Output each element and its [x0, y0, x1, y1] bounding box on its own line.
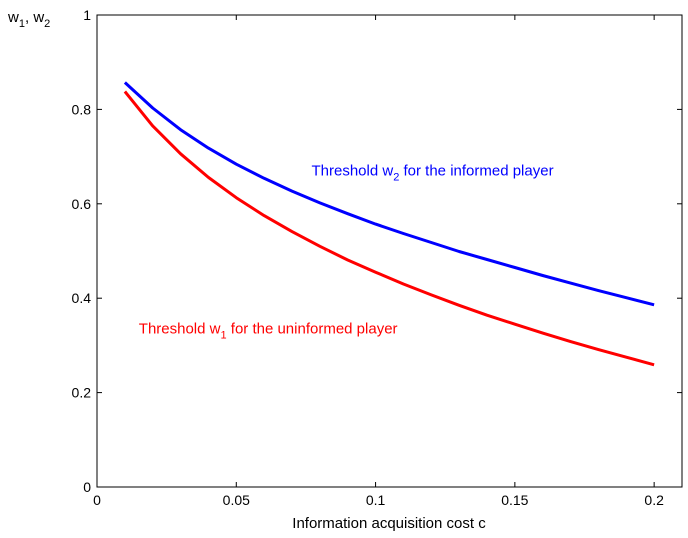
y-axis-label-sep: , [25, 9, 33, 26]
plot-area [96, 14, 683, 488]
y-axis-label-main: w [7, 9, 19, 26]
x-axis-label: Information acquisition cost c [292, 515, 486, 532]
y-axis-label: w1, w2 [7, 9, 50, 30]
annotation-w1: Threshold w1 for the uninformed player [139, 321, 398, 342]
x-tick-label: 0.2 [644, 492, 664, 508]
x-tick-label: 0.05 [223, 492, 250, 508]
x-tick-label: 0.15 [501, 492, 528, 508]
annotation-w2: Threshold w2 for the informed player [312, 162, 554, 183]
series-line-w2 [123, 81, 655, 307]
x-tick-label: 0.1 [366, 492, 386, 508]
y-axis-label-sub2: 2 [44, 18, 50, 30]
y-tick-label: 0.2 [72, 385, 92, 401]
y-axis-label-sub1: 1 [19, 18, 25, 30]
annotation-layer: Threshold w2 for the informed player Thre… [139, 162, 554, 341]
axis-ticks: 0 0.05 0.1 0.15 0.2 0 0.2 0.4 0.6 0.8 1 [72, 7, 682, 508]
x-tick-label: 0 [93, 492, 101, 508]
y-axis-label-main2: w [32, 9, 44, 26]
y-tick-label: 0.4 [72, 290, 92, 306]
y-tick-label: 0.6 [72, 196, 92, 212]
series-layer [123, 81, 655, 367]
series-line-w1 [123, 90, 655, 367]
y-tick-label: 1 [83, 7, 91, 23]
y-tick-label: 0.8 [72, 101, 92, 117]
y-tick-label: 0 [83, 479, 91, 495]
